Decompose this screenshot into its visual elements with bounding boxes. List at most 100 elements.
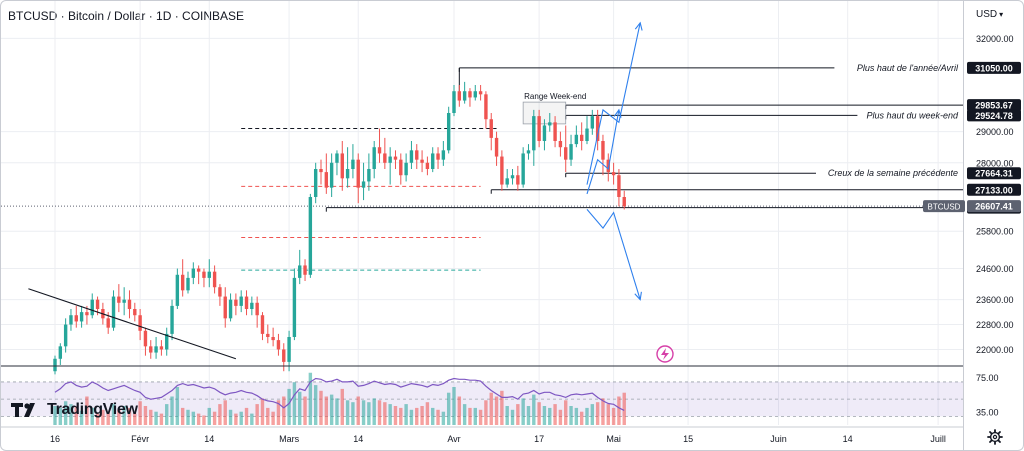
candle-body [367,169,371,182]
candle-body [441,150,446,160]
time-axis[interactable]: 16 Févr 14 Mars 14 Avr 17 Mai 15 Juin 14 Juill [1,426,963,444]
trendline-segment[interactable] [28,288,237,360]
volume-bar [569,406,573,425]
volume-bar [223,400,227,425]
level-price-label: 29524.78 [975,111,1013,121]
volume-bar [484,400,488,425]
candle-body [180,274,185,291]
volume-bar [425,402,430,425]
x-tick-label: 14 [843,434,853,444]
candle-body [579,134,584,141]
scenario-arrow [586,209,641,300]
candle-body [255,302,259,316]
volume-bar [590,404,595,425]
volume-bar [63,401,68,425]
volume-bar [537,402,541,425]
x-tick-label: Févr [131,434,149,444]
candle-body [510,175,515,179]
volume-bar [532,394,536,425]
volume-bar [218,404,222,425]
gear-icon[interactable] [987,429,1003,445]
volume-bar [117,409,121,425]
candles [53,81,626,375]
logo-text: TradingView [47,401,138,418]
volume-bar [149,409,153,425]
y-tick-label: 29000.00 [976,127,1014,137]
lightning-icon[interactable] [656,345,674,363]
candle-body [287,337,291,362]
candle-body [143,330,148,347]
volume-bar [399,407,403,425]
candle-body [228,299,233,319]
candle-body [611,172,616,176]
candle-body [79,312,84,322]
level-annotation: Plus haut de l'année/Avril [857,63,959,73]
volume-bar [462,404,467,425]
candle-body [585,128,589,141]
candle-body [298,265,302,278]
arrow-head [634,21,643,31]
level-price-label: 27664.31 [975,169,1013,179]
candle-body [69,315,73,325]
volume-bar [239,411,243,425]
candle-body [122,299,126,303]
symbol-title[interactable]: BTCUSD · Bitcoin / Dollar · 1D · COINBAS… [8,9,245,23]
currency-selector[interactable]: USD ▾ [976,9,1003,20]
volume-bar [446,392,451,425]
candle-body [431,153,435,169]
volume-bar [468,407,472,425]
volume-bar [292,382,297,425]
volume-bar [69,404,73,425]
volume-bar [133,413,137,425]
volume-bar [180,407,185,425]
volume-bar [516,404,520,425]
volume-bar [234,413,238,425]
tradingview-mark-icon [11,403,35,417]
candle-body [138,315,142,331]
candle-body [223,296,227,319]
x-tick-label: 17 [534,434,544,444]
volume-bar [473,407,477,425]
candle-body [170,305,174,334]
y-tick-label: 28000.00 [976,158,1014,168]
candle-body [436,153,440,160]
trendline[interactable] [28,288,237,360]
volume-bar [106,411,110,425]
x-tick-label: Avr [447,434,460,444]
volume-bar [372,398,376,425]
volume-bar [319,390,323,425]
candle-body [409,150,414,163]
candle-body [489,119,493,138]
candle-body [191,268,196,278]
x-tick-label: 14 [204,434,214,444]
candle-body [500,156,504,185]
volume-bar [159,413,164,425]
volume-bar [186,409,190,425]
level-price-label: 27133.00 [975,185,1013,195]
candle-body [516,175,520,185]
volume-bar [441,411,446,425]
volume-bar [303,396,307,425]
volume-bar [324,396,329,425]
rsi-panel [1,365,963,425]
y-tick-label: 32000.00 [976,34,1014,44]
price-axis[interactable]: 32000.00 29000.00 28000.00 25800.00 24600.00… [923,1,1021,450]
volume-bar [266,407,270,425]
candle-body [234,299,238,306]
level-price-label: 31050.00 [975,63,1013,73]
candle-body [457,91,462,101]
volume-bar [579,411,584,425]
level-price-tag [967,99,1021,112]
current-price-label: 26607.41 [975,202,1013,212]
candle-body [420,159,424,163]
volume-bar [79,410,84,425]
volume-bar [478,409,483,425]
volume-bar [542,406,547,425]
candle-body [106,318,110,328]
volume-bar [165,404,169,425]
y-tick-label: 24600.00 [976,264,1014,274]
volume-bar [345,400,350,425]
volume-bar [377,400,382,425]
